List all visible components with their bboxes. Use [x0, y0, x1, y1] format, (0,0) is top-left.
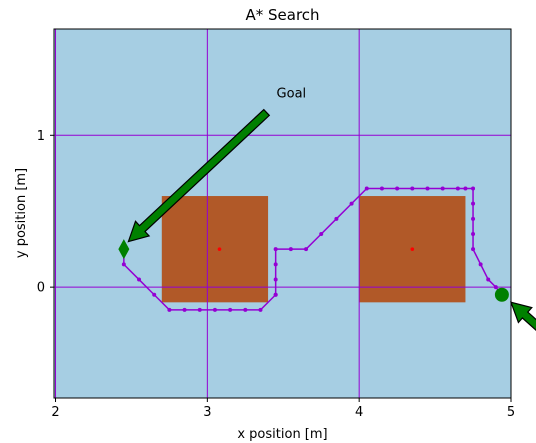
chart-title: A* Search: [245, 6, 319, 24]
path-point: [197, 307, 202, 312]
path-point: [471, 232, 476, 236]
obstacle-center-2: [410, 247, 415, 251]
path-point: [319, 232, 324, 236]
x-tick-label: 5: [507, 405, 515, 420]
plot-frame: [53, 28, 512, 399]
path-point: [463, 186, 468, 191]
path-point: [364, 186, 369, 191]
goal-marker: [118, 239, 130, 260]
goal-annotation-label: Goal: [277, 87, 307, 102]
path-point: [493, 285, 498, 290]
path-point: [425, 186, 430, 191]
x-tick-label: 2: [51, 405, 59, 420]
x-tick-label: 3: [203, 405, 211, 420]
path-point: [273, 292, 278, 297]
path-point: [334, 216, 339, 221]
path-point: [243, 307, 248, 312]
start-arrow: [510, 301, 536, 331]
path-point: [440, 186, 445, 191]
path-point: [137, 277, 142, 282]
y-tick-label: 0: [37, 281, 45, 296]
path-point: [455, 186, 460, 191]
path-point: [258, 307, 263, 312]
path-point: [288, 247, 293, 252]
y-axis-label: y position [m]: [14, 168, 29, 258]
path-point: [228, 307, 233, 312]
path-point: [478, 262, 483, 267]
path-point: [273, 262, 278, 267]
y-tick-label: 1: [37, 129, 45, 144]
path-point: [471, 201, 476, 206]
path-point: [304, 247, 309, 252]
path-point: [182, 307, 187, 312]
path-point: [152, 292, 157, 297]
start-marker: [494, 287, 509, 302]
path-point: [486, 277, 491, 282]
path-point: [273, 277, 278, 282]
obstacle-center-1: [217, 247, 222, 251]
path-point: [349, 201, 354, 206]
path-point: [167, 307, 172, 312]
x-axis-label: x position [m]: [237, 427, 327, 442]
x-tick-label: 4: [355, 405, 363, 420]
path-point: [471, 216, 476, 221]
path-point: [395, 186, 400, 191]
path-point: [471, 247, 476, 252]
path-point: [212, 307, 217, 312]
path-point: [410, 186, 415, 191]
path-point: [471, 186, 476, 191]
path-point: [379, 186, 384, 191]
goal-arrow: [127, 108, 271, 243]
path-point: [273, 247, 278, 252]
obstacle-1: [161, 196, 269, 303]
path-point: [121, 262, 126, 267]
